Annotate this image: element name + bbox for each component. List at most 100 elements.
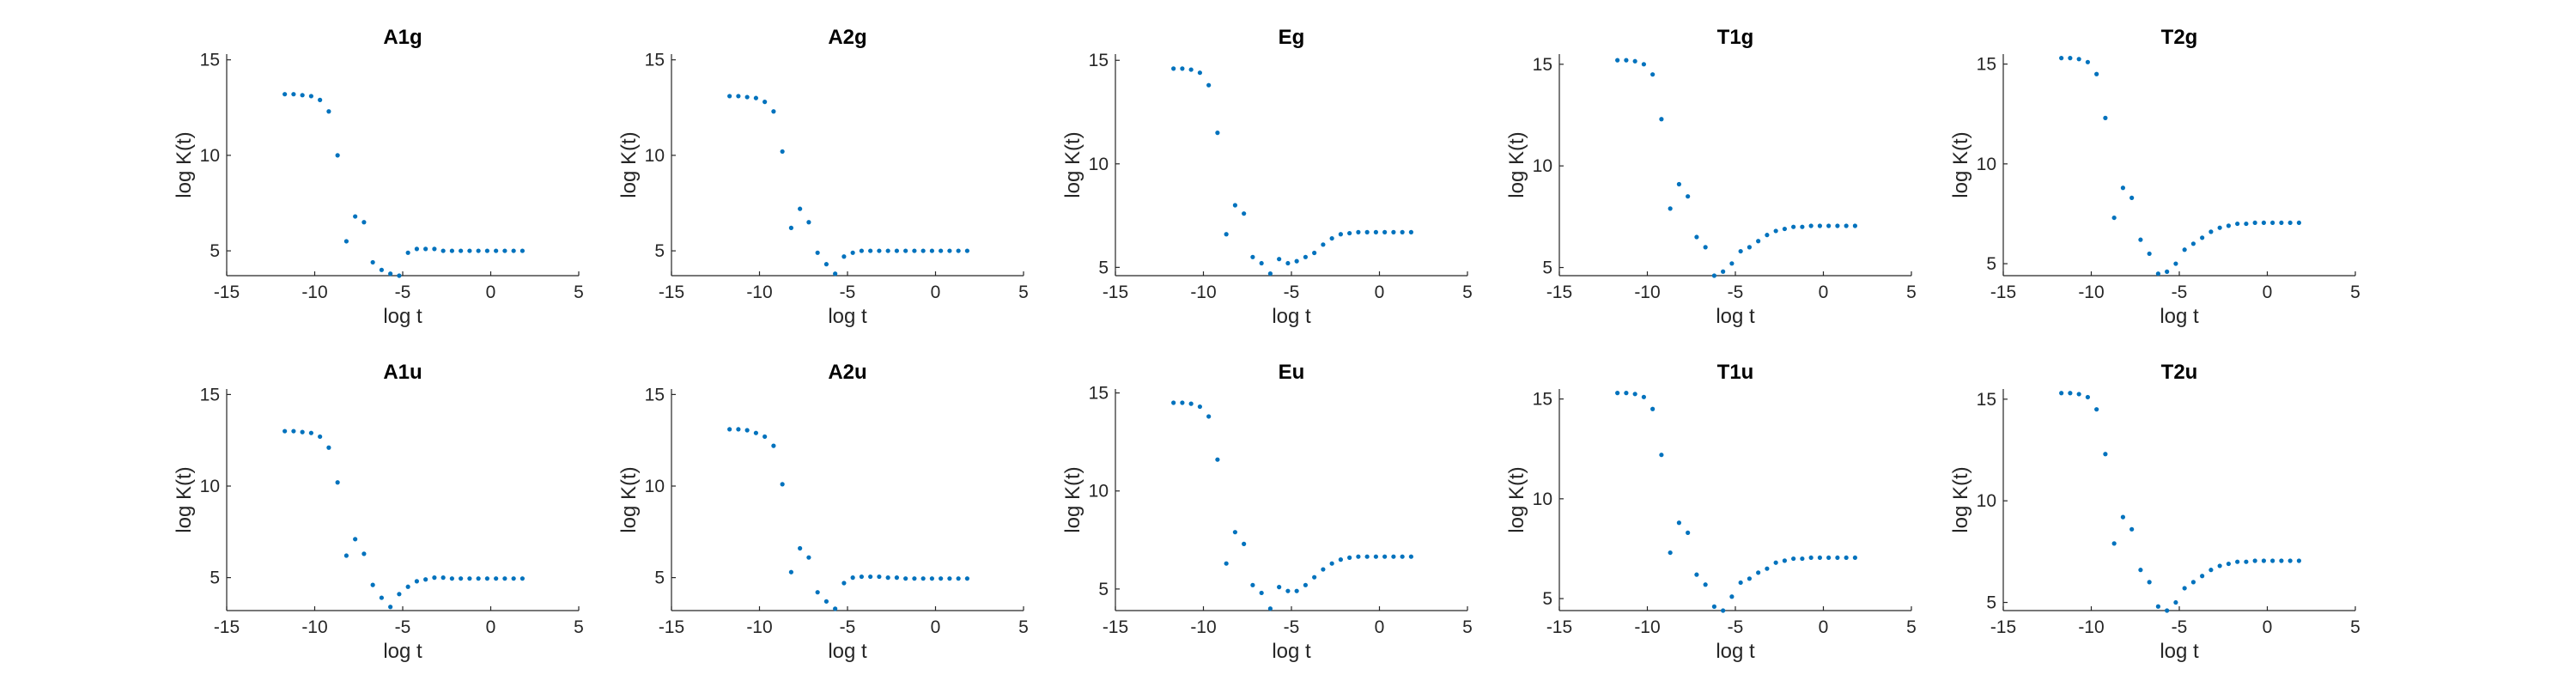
- y-tick-label: 10: [1533, 156, 1552, 176]
- data-point: [1242, 541, 1247, 546]
- data-point: [2076, 392, 2081, 397]
- data-point: [291, 92, 296, 97]
- data-point: [459, 576, 464, 581]
- data-point: [1747, 576, 1752, 581]
- data-point: [727, 427, 732, 432]
- data-point: [1729, 261, 1735, 266]
- x-tick-label: 0: [1375, 283, 1385, 302]
- x-tick-label: -10: [2078, 283, 2104, 302]
- data-point: [1188, 401, 1194, 406]
- data-point: [815, 590, 820, 595]
- data-point: [1782, 226, 1787, 232]
- data-point: [1791, 556, 1796, 562]
- x-tick-label: -5: [840, 617, 856, 637]
- data-point: [1259, 260, 1264, 266]
- data-point: [2129, 195, 2135, 200]
- y-tick-label: 5: [210, 568, 220, 588]
- data-point: [903, 576, 908, 581]
- data-point: [283, 92, 288, 97]
- data-point: [2068, 56, 2073, 61]
- data-point: [397, 273, 402, 278]
- data-point: [318, 97, 323, 102]
- subplot-title: A1u: [383, 361, 422, 384]
- data-point: [2279, 220, 2284, 226]
- y-tick-label: 10: [200, 146, 220, 166]
- data-point: [1373, 229, 1378, 234]
- data-point: [343, 239, 349, 244]
- data-point: [1188, 67, 1194, 72]
- x-tick-label: -5: [2172, 283, 2188, 302]
- x-tick-label: -15: [1103, 617, 1128, 637]
- data-point: [815, 250, 820, 255]
- x-axis-label: log t: [1716, 305, 1755, 328]
- data-point: [1624, 58, 1629, 63]
- data-point: [1215, 131, 1220, 136]
- data-point: [1329, 235, 1334, 241]
- y-tick-label: 15: [645, 385, 665, 404]
- data-point: [2261, 220, 2266, 226]
- data-point: [2252, 558, 2257, 563]
- data-point: [1808, 555, 1814, 561]
- data-point: [1703, 582, 1708, 587]
- subplot-t2g: T2g -15 -10 -5 0 5 5 10 15 log t log K(t): [1949, 26, 2360, 328]
- subplot-a1g: A1g -15 -10 -5 0 5 5 10 15 log t log K(t): [173, 26, 584, 328]
- x-tick-label: -10: [746, 283, 772, 302]
- x-tick-label: -10: [301, 617, 327, 637]
- subplot-a2u: A2u -15 -10 -5 0 5 5 10 15 log t log K(t): [617, 361, 1029, 663]
- data-point: [1632, 58, 1637, 64]
- data-point: [459, 248, 464, 253]
- x-tick-label: -15: [1103, 283, 1128, 302]
- y-tick-label: 10: [1089, 155, 1109, 174]
- data-point: [1267, 606, 1273, 611]
- data-point: [1224, 561, 1229, 566]
- data-point: [1400, 229, 1405, 234]
- data-point: [449, 248, 455, 253]
- data-point: [1303, 582, 1308, 587]
- x-tick-label: 5: [1018, 283, 1029, 302]
- data-point: [1817, 555, 1822, 561]
- y-tick-label: 15: [200, 385, 220, 404]
- x-axis-label: log t: [383, 305, 422, 328]
- data-point: [2173, 261, 2178, 266]
- data-point: [2279, 558, 2284, 563]
- data-point: [1267, 271, 1273, 277]
- data-point: [494, 248, 499, 253]
- data-point: [2111, 215, 2117, 221]
- y-axis-label: log K(t): [1505, 466, 1528, 532]
- data-point: [1232, 203, 1237, 208]
- data-point: [353, 537, 358, 542]
- x-tick-label: -15: [1990, 283, 2016, 302]
- y-tick-label: 10: [645, 477, 665, 496]
- x-tick-label: 0: [2263, 283, 2273, 302]
- data-point: [484, 248, 490, 253]
- x-tick-label: 0: [1819, 283, 1829, 302]
- data-point: [762, 434, 768, 440]
- data-point: [2120, 185, 2125, 191]
- x-axis-label: log t: [1716, 640, 1755, 663]
- data-point: [1347, 555, 1352, 560]
- x-axis-label: log t: [1272, 305, 1311, 328]
- data-point: [353, 214, 358, 219]
- data-point: [2085, 59, 2090, 64]
- subplot-title: T2u: [2161, 361, 2198, 384]
- data-point: [1756, 239, 1761, 244]
- data-point: [894, 248, 899, 253]
- data-point: [1641, 62, 1646, 67]
- data-point: [859, 574, 865, 580]
- data-point: [1329, 561, 1334, 566]
- data-point: [947, 248, 952, 253]
- y-tick-label: 15: [645, 51, 665, 70]
- data-point: [2068, 391, 2073, 396]
- data-point: [1676, 181, 1681, 187]
- x-axis-label: log t: [2160, 640, 2199, 663]
- subplot-title: A1g: [383, 26, 422, 49]
- data-point: [467, 576, 472, 581]
- data-point: [2261, 558, 2266, 563]
- data-point: [1373, 554, 1378, 559]
- data-point: [753, 95, 759, 100]
- data-point: [476, 248, 481, 253]
- data-point: [1711, 273, 1716, 278]
- data-point: [1215, 457, 1220, 462]
- data-point: [2226, 223, 2231, 228]
- data-point: [1338, 232, 1343, 237]
